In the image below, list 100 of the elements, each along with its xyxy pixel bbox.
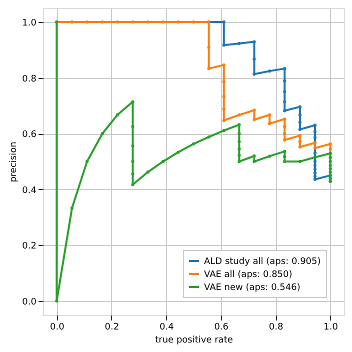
point: [131, 125, 134, 128]
point: [252, 72, 256, 76]
point: [222, 118, 226, 122]
line-series: [207, 20, 332, 183]
point: [238, 42, 241, 46]
point: [298, 145, 302, 149]
y-tick-label: 1.0: [22, 18, 37, 28]
point: [55, 299, 58, 303]
point: [328, 160, 332, 164]
point: [313, 124, 317, 127]
y-tick-label: 0.4: [22, 186, 37, 196]
point: [283, 90, 286, 94]
point: [298, 160, 302, 164]
point: [283, 79, 286, 82]
legend-label: VAE new (aps: 0.546): [204, 283, 300, 293]
point: [131, 172, 134, 176]
point: [162, 160, 165, 164]
point: [85, 160, 89, 164]
point: [313, 151, 317, 154]
x-tick-label: 0.0: [50, 322, 65, 332]
point: [283, 118, 286, 121]
point: [207, 135, 210, 139]
line-series: [55, 20, 332, 155]
point: [116, 113, 120, 116]
point: [222, 80, 226, 84]
x-tick-label: 0.8: [268, 322, 284, 332]
point: [70, 206, 74, 210]
point: [313, 130, 317, 134]
point: [298, 140, 302, 144]
point: [238, 160, 241, 164]
point: [176, 150, 180, 154]
point: [131, 160, 134, 164]
point: [328, 142, 332, 146]
point: [252, 118, 256, 122]
point: [268, 122, 272, 126]
point: [238, 147, 241, 151]
point: [162, 20, 165, 24]
point: [328, 170, 332, 174]
point: [222, 20, 226, 24]
x-tick-label: 0.6: [214, 322, 229, 332]
point: [116, 20, 120, 24]
point: [238, 132, 241, 136]
point: [222, 107, 226, 111]
y-axis-title: precision: [9, 142, 20, 182]
point: [283, 132, 286, 136]
point: [222, 128, 226, 132]
point: [313, 136, 317, 140]
x-tick-label: 0.4: [159, 322, 174, 332]
point: [238, 123, 241, 126]
point: [283, 138, 286, 142]
legend-label: VAE all (aps: 0.850): [204, 270, 292, 280]
point: [268, 69, 272, 73]
point: [192, 20, 196, 24]
point: [328, 147, 332, 151]
point: [328, 167, 332, 170]
point: [131, 100, 134, 104]
point: [313, 160, 317, 164]
point: [85, 20, 89, 24]
x-axis-title: true positive rate: [155, 336, 234, 346]
point: [222, 44, 226, 47]
legend-label: ALD study all (aps: 0.905): [204, 257, 321, 267]
point: [252, 40, 256, 44]
point: [131, 144, 134, 148]
point: [100, 132, 104, 136]
point: [283, 125, 286, 128]
point: [313, 174, 317, 178]
point: [252, 160, 256, 164]
y-tick-label: 0.0: [22, 298, 37, 308]
point: [283, 160, 286, 164]
point: [252, 154, 256, 158]
point: [238, 113, 241, 116]
point: [238, 154, 241, 157]
y-tick-label: 0.6: [22, 130, 37, 140]
y-tick-label: 0.2: [22, 242, 36, 252]
x-tick-label: 0.2: [104, 322, 120, 332]
point: [283, 150, 286, 154]
point: [268, 113, 272, 116]
point: [313, 178, 317, 181]
point: [222, 94, 226, 98]
point: [146, 170, 150, 174]
point: [238, 140, 241, 144]
point: [298, 105, 302, 108]
point: [70, 20, 74, 24]
point: [207, 66, 210, 70]
point: [283, 155, 286, 158]
point: [283, 109, 286, 112]
point: [283, 100, 286, 104]
point: [252, 108, 256, 112]
point: [192, 142, 196, 146]
point: [283, 66, 286, 70]
point: [298, 128, 302, 131]
point: [131, 183, 134, 186]
point: [252, 57, 256, 61]
point: [268, 154, 272, 158]
point: [222, 63, 226, 67]
x-tick-label: 1.0: [324, 322, 338, 332]
y-tick-label: 0.8: [22, 74, 37, 84]
point: [328, 156, 332, 160]
point: [207, 46, 210, 49]
point: [328, 164, 332, 167]
